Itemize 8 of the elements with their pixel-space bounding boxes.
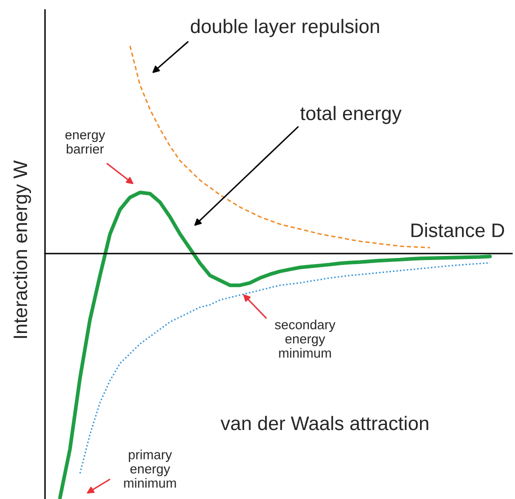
y-axis-title: Interaction energy W	[12, 160, 32, 338]
annotation: van der Waals attraction	[220, 416, 428, 430]
annotation: energy barrier	[65, 132, 106, 154]
annotation: total energy	[300, 106, 402, 124]
annotation: primary energy minimum	[124, 450, 176, 488]
x-axis-title: Distance D	[412, 222, 504, 238]
text: double layer repulsion	[190, 18, 379, 38]
annotation: secondary energy minimum	[274, 320, 336, 358]
